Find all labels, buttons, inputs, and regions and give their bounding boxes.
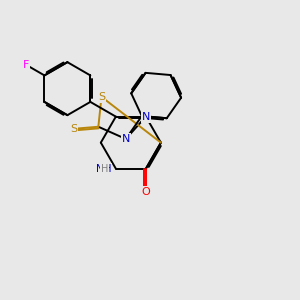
Text: NH: NH bbox=[96, 164, 111, 174]
Text: N: N bbox=[142, 112, 150, 122]
Text: S: S bbox=[98, 92, 105, 102]
Text: O: O bbox=[142, 187, 150, 197]
Text: H: H bbox=[101, 164, 108, 174]
Text: S: S bbox=[70, 124, 77, 134]
Text: F: F bbox=[23, 60, 29, 70]
Text: N: N bbox=[122, 134, 130, 144]
